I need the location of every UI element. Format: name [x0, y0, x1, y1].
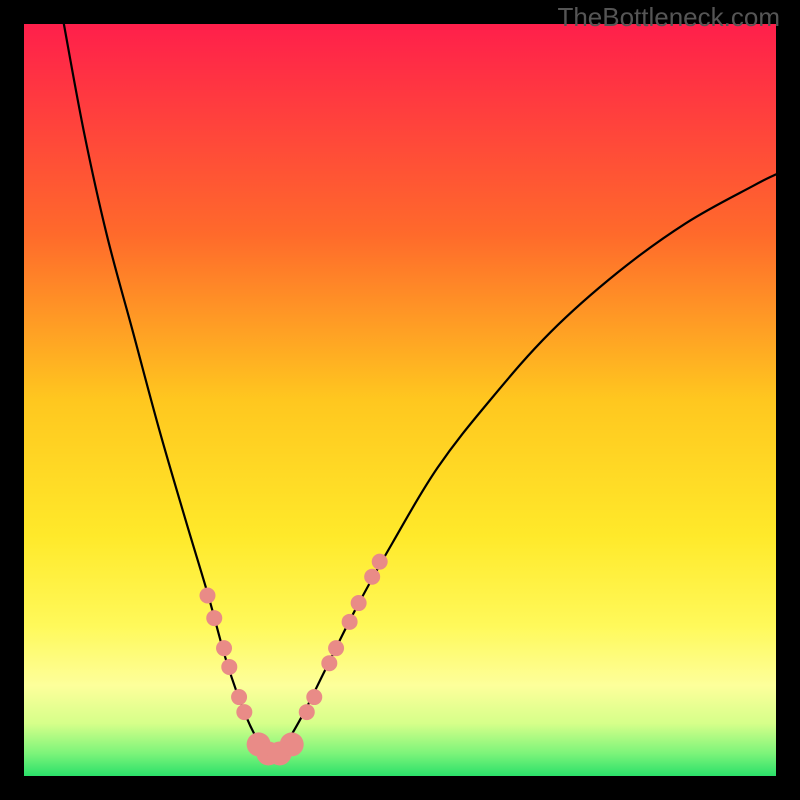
curve-marker — [236, 704, 252, 720]
curve-marker — [321, 655, 337, 671]
curve-marker — [372, 554, 388, 570]
curve-marker — [216, 640, 232, 656]
chart-canvas — [0, 0, 800, 800]
curve-marker — [231, 689, 247, 705]
curve-marker — [221, 659, 237, 675]
curve-marker — [342, 614, 358, 630]
curve-marker — [351, 595, 367, 611]
curve-marker — [364, 569, 380, 585]
curve-marker — [199, 588, 215, 604]
plot-area — [24, 24, 776, 776]
watermark-text: TheBottleneck.com — [557, 2, 780, 33]
curve-marker — [328, 640, 344, 656]
curve-marker — [206, 610, 222, 626]
curve-marker — [306, 689, 322, 705]
curve-marker — [299, 704, 315, 720]
curve-marker — [280, 732, 304, 756]
